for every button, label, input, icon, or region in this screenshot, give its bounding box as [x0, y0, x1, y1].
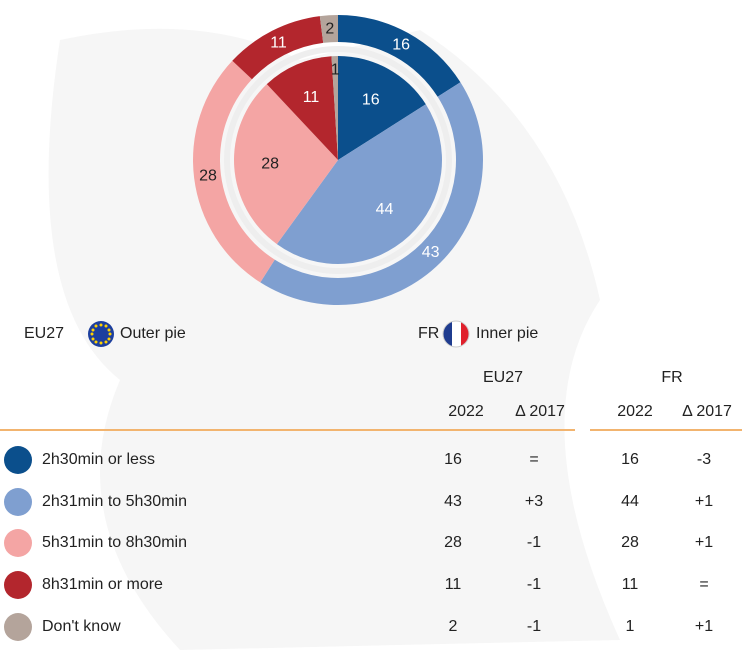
pie-slice: [234, 84, 338, 245]
table-change: +1: [695, 618, 713, 635]
table-column-header: 2022: [617, 403, 653, 420]
table-change: -1: [527, 534, 541, 551]
table-value: 43: [444, 493, 462, 510]
table-change: -1: [527, 576, 541, 593]
legend-swatch: [4, 529, 32, 557]
table-change: +1: [695, 493, 713, 510]
table-value: 44: [621, 493, 639, 510]
slice-label: 28: [199, 168, 217, 185]
pie-slice: [232, 16, 324, 80]
legend-series-name: FR: [418, 325, 439, 342]
table-value: 1: [626, 618, 635, 635]
pie-slice: [276, 104, 443, 265]
table-column-header: Δ 2017: [682, 403, 732, 420]
table-value: 2: [449, 618, 458, 635]
pie-slice: [319, 15, 338, 43]
slice-label: 16: [392, 36, 410, 53]
legend-swatch: [4, 446, 32, 474]
row-label: 5h31min to 8h30min: [42, 534, 187, 551]
row-label: Don't know: [42, 618, 121, 635]
table-value: 16: [621, 451, 639, 468]
table-change: +3: [525, 493, 543, 510]
slice-label: 11: [303, 89, 320, 106]
table-value: 28: [444, 534, 462, 551]
legend-series-name: EU27: [24, 325, 64, 342]
legend-ring: Inner pie: [476, 325, 538, 342]
table-change: -1: [527, 618, 541, 635]
table-change: =: [699, 576, 708, 593]
table-group-header: EU27: [483, 369, 523, 386]
table-column-header: Δ 2017: [515, 403, 565, 420]
pie-slice: [192, 60, 275, 283]
slice-label: 44: [376, 201, 394, 218]
slice-label: 2: [325, 20, 334, 37]
table-value: 16: [444, 451, 462, 468]
table-change: +1: [695, 534, 713, 551]
pie-slice: [338, 15, 461, 97]
table-change: -3: [697, 451, 711, 468]
pie-slice: [338, 56, 426, 160]
legend-swatch: [4, 571, 32, 599]
table-change: =: [529, 451, 538, 468]
legend-eu-flag: [88, 321, 114, 347]
slice-label: 1: [331, 61, 340, 78]
slice-label: 28: [261, 155, 279, 172]
ring-separator: [224, 46, 452, 274]
table-value: 28: [621, 534, 639, 551]
pie-slice: [331, 56, 338, 160]
table-column-header: 2022: [448, 403, 484, 420]
table-value: 11: [445, 576, 462, 593]
pie-slice: [260, 82, 483, 305]
legend-ring: Outer pie: [120, 325, 186, 342]
legend-swatch: [4, 613, 32, 641]
pie-slice: [266, 56, 338, 161]
slice-label: 16: [362, 92, 380, 109]
legend-swatch: [4, 488, 32, 516]
row-label: 2h30min or less: [42, 451, 155, 468]
legend-fr-flag: [442, 320, 470, 348]
slice-label: 43: [422, 244, 440, 261]
table-group-header: FR: [661, 369, 682, 386]
slice-label: 11: [270, 34, 287, 51]
row-label: 8h31min or more: [42, 576, 163, 593]
row-label: 2h31min to 5h30min: [42, 493, 187, 510]
table-value: 11: [622, 576, 639, 593]
